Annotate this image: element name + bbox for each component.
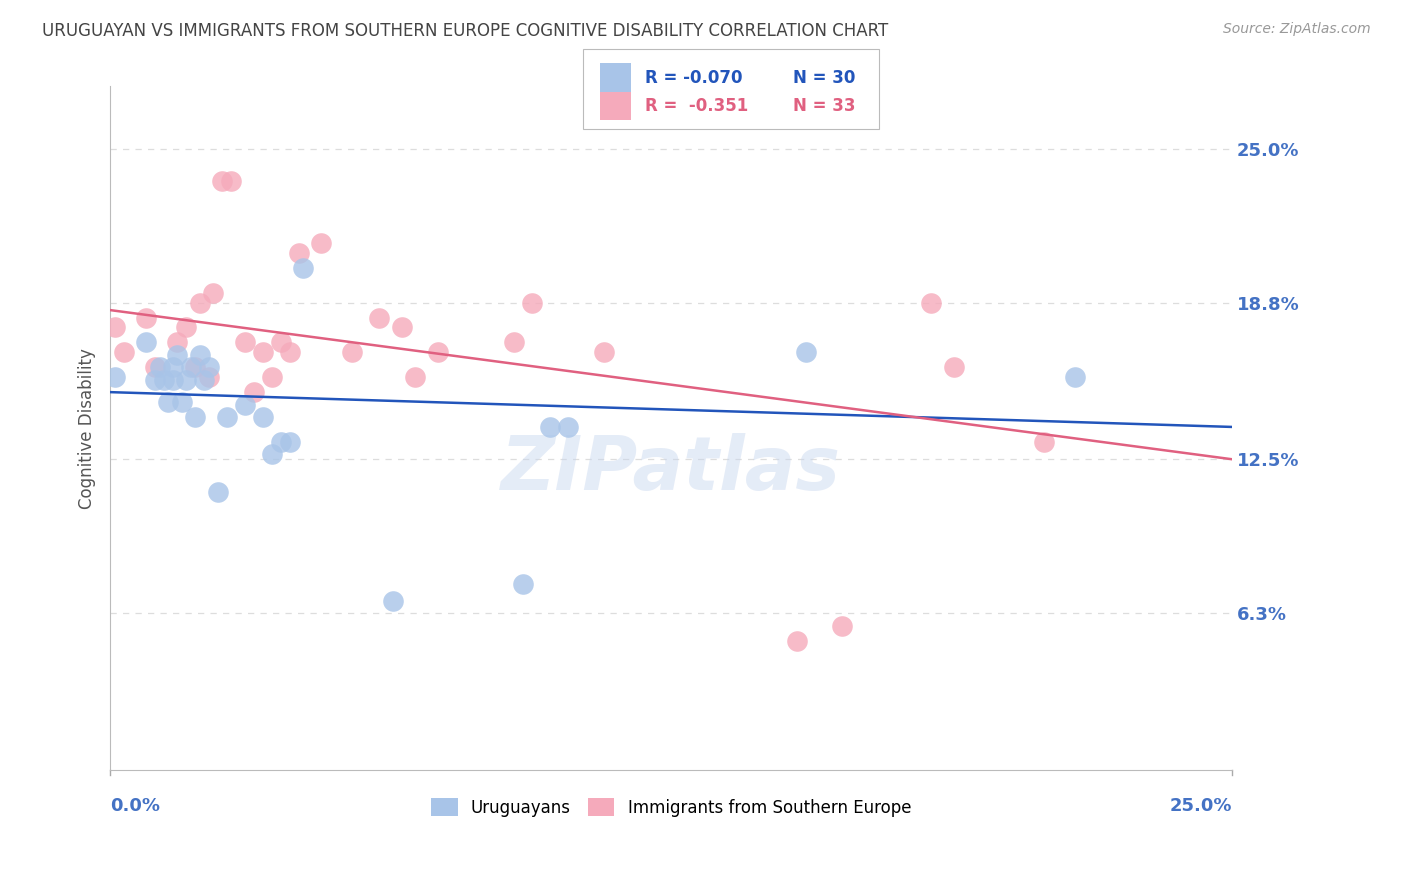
Point xyxy=(233,335,256,350)
Text: N = 33: N = 33 xyxy=(793,97,855,115)
Point xyxy=(1064,370,1087,384)
Point xyxy=(104,370,127,384)
Point xyxy=(176,373,198,387)
Legend: Uruguayans, Immigrants from Southern Europe: Uruguayans, Immigrants from Southern Eur… xyxy=(425,791,918,823)
Point xyxy=(143,373,166,387)
Point xyxy=(309,235,332,250)
Point xyxy=(180,360,202,375)
Point xyxy=(233,398,256,412)
Point xyxy=(270,434,292,449)
Point xyxy=(252,345,274,359)
Point xyxy=(221,174,243,188)
Text: ZIPatlas: ZIPatlas xyxy=(501,433,841,506)
Point xyxy=(404,370,426,384)
Point xyxy=(260,370,283,384)
Point xyxy=(1032,434,1054,449)
Point xyxy=(292,260,315,275)
Point xyxy=(207,484,229,499)
Text: URUGUAYAN VS IMMIGRANTS FROM SOUTHERN EUROPE COGNITIVE DISABILITY CORRELATION CH: URUGUAYAN VS IMMIGRANTS FROM SOUTHERN EU… xyxy=(42,22,889,40)
Point xyxy=(242,385,264,400)
Point xyxy=(426,345,449,359)
Point xyxy=(270,335,292,350)
Point xyxy=(920,295,942,310)
Point xyxy=(184,409,207,424)
Point xyxy=(104,320,127,334)
Point xyxy=(381,594,404,608)
Point xyxy=(557,420,579,434)
Point xyxy=(786,633,808,648)
Point xyxy=(520,295,543,310)
Text: N = 30: N = 30 xyxy=(793,69,855,87)
Point xyxy=(368,310,391,325)
Point xyxy=(135,335,157,350)
Point xyxy=(287,246,309,260)
Point xyxy=(188,295,211,310)
Point xyxy=(278,434,301,449)
Point xyxy=(215,409,238,424)
Text: R = -0.070: R = -0.070 xyxy=(645,69,742,87)
Point xyxy=(503,335,526,350)
Point xyxy=(538,420,561,434)
Point xyxy=(342,345,364,359)
Point xyxy=(831,619,853,633)
Point xyxy=(135,310,157,325)
Point xyxy=(157,395,180,409)
Point xyxy=(942,360,965,375)
Point xyxy=(166,335,188,350)
Point xyxy=(143,360,166,375)
Point xyxy=(198,360,221,375)
Point xyxy=(112,345,135,359)
Point xyxy=(184,360,207,375)
Point xyxy=(278,345,301,359)
Point xyxy=(592,345,614,359)
Text: Source: ZipAtlas.com: Source: ZipAtlas.com xyxy=(1223,22,1371,37)
Text: 0.0%: 0.0% xyxy=(110,797,160,815)
Point xyxy=(794,345,817,359)
Point xyxy=(198,370,221,384)
Point xyxy=(162,373,184,387)
Point xyxy=(153,373,176,387)
Point xyxy=(170,395,193,409)
Point xyxy=(202,285,225,300)
Point xyxy=(148,360,170,375)
Text: 25.0%: 25.0% xyxy=(1170,797,1232,815)
Point xyxy=(162,360,184,375)
Point xyxy=(176,320,198,334)
Text: R =  -0.351: R = -0.351 xyxy=(645,97,748,115)
Point xyxy=(166,348,188,362)
Point xyxy=(193,373,215,387)
Point xyxy=(391,320,413,334)
Point xyxy=(252,409,274,424)
Point xyxy=(188,348,211,362)
Point xyxy=(211,174,233,188)
Y-axis label: Cognitive Disability: Cognitive Disability xyxy=(79,348,96,508)
Point xyxy=(512,576,534,591)
Point xyxy=(260,447,283,461)
